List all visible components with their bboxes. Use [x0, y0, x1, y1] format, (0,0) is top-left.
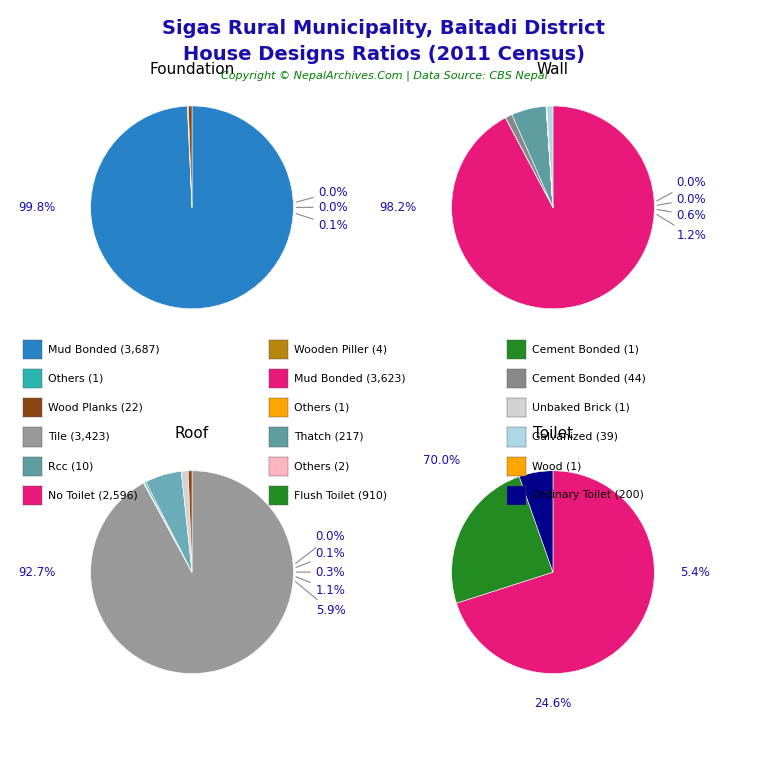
Title: Foundation: Foundation — [149, 61, 235, 77]
Wedge shape — [91, 471, 293, 674]
Wedge shape — [519, 471, 553, 572]
Text: Others (2): Others (2) — [294, 461, 349, 472]
Text: Wood Planks (22): Wood Planks (22) — [48, 402, 144, 413]
Text: Copyright © NepalArchives.Com | Data Source: CBS Nepal: Copyright © NepalArchives.Com | Data Sou… — [220, 71, 548, 81]
Wedge shape — [546, 106, 553, 207]
Text: Galvanized (39): Galvanized (39) — [532, 432, 618, 442]
Text: Cement Bonded (44): Cement Bonded (44) — [532, 373, 646, 384]
Text: House Designs Ratios (2011 Census): House Designs Ratios (2011 Census) — [183, 45, 585, 64]
Text: 0.1%: 0.1% — [296, 214, 349, 232]
Text: 1.1%: 1.1% — [296, 577, 346, 597]
Text: 0.3%: 0.3% — [296, 566, 346, 578]
Wedge shape — [456, 471, 654, 674]
Text: 0.0%: 0.0% — [296, 530, 346, 564]
Text: Ordinary Toilet (200): Ordinary Toilet (200) — [532, 490, 644, 501]
Wedge shape — [187, 106, 192, 207]
Wedge shape — [188, 106, 192, 207]
Wedge shape — [452, 106, 654, 309]
Wedge shape — [512, 106, 553, 207]
Text: Mud Bonded (3,623): Mud Bonded (3,623) — [294, 373, 406, 384]
Wedge shape — [546, 106, 553, 207]
Wedge shape — [546, 106, 553, 207]
Wedge shape — [181, 471, 192, 572]
Text: 24.6%: 24.6% — [535, 697, 571, 710]
Text: 0.0%: 0.0% — [657, 176, 707, 201]
Text: 1.2%: 1.2% — [657, 214, 707, 242]
Wedge shape — [505, 118, 553, 207]
Text: 0.1%: 0.1% — [296, 548, 346, 568]
Text: Unbaked Brick (1): Unbaked Brick (1) — [532, 402, 630, 413]
Text: Mud Bonded (3,687): Mud Bonded (3,687) — [48, 344, 160, 355]
Wedge shape — [452, 477, 553, 603]
Wedge shape — [547, 106, 553, 207]
Text: 5.9%: 5.9% — [296, 581, 346, 617]
Text: Tile (3,423): Tile (3,423) — [48, 432, 110, 442]
Text: Wooden Piller (4): Wooden Piller (4) — [294, 344, 387, 355]
Text: Others (1): Others (1) — [294, 402, 349, 413]
Text: Flush Toilet (910): Flush Toilet (910) — [294, 490, 387, 501]
Text: No Toilet (2,596): No Toilet (2,596) — [48, 490, 138, 501]
Text: Rcc (10): Rcc (10) — [48, 461, 94, 472]
Text: Others (1): Others (1) — [48, 373, 104, 384]
Text: Thatch (217): Thatch (217) — [294, 432, 364, 442]
Wedge shape — [188, 471, 192, 572]
Wedge shape — [144, 483, 192, 572]
Text: 92.7%: 92.7% — [18, 566, 55, 578]
Wedge shape — [188, 106, 192, 207]
Wedge shape — [91, 106, 293, 309]
Text: Wood (1): Wood (1) — [532, 461, 581, 472]
Wedge shape — [505, 114, 553, 207]
Text: 99.8%: 99.8% — [18, 201, 55, 214]
Title: Toilet: Toilet — [533, 426, 573, 442]
Text: 98.2%: 98.2% — [379, 201, 416, 214]
Title: Wall: Wall — [537, 61, 569, 77]
Wedge shape — [144, 483, 192, 572]
Text: Sigas Rural Municipality, Baitadi District: Sigas Rural Municipality, Baitadi Distri… — [163, 19, 605, 38]
Wedge shape — [146, 472, 192, 572]
Text: 0.0%: 0.0% — [657, 193, 707, 206]
Wedge shape — [144, 482, 192, 572]
Text: 0.6%: 0.6% — [657, 209, 707, 222]
Text: 5.4%: 5.4% — [680, 566, 710, 578]
Title: Roof: Roof — [175, 426, 209, 442]
Text: 0.0%: 0.0% — [296, 201, 349, 214]
Text: 70.0%: 70.0% — [423, 454, 460, 467]
Text: Cement Bonded (1): Cement Bonded (1) — [532, 344, 639, 355]
Text: 0.0%: 0.0% — [296, 186, 349, 202]
